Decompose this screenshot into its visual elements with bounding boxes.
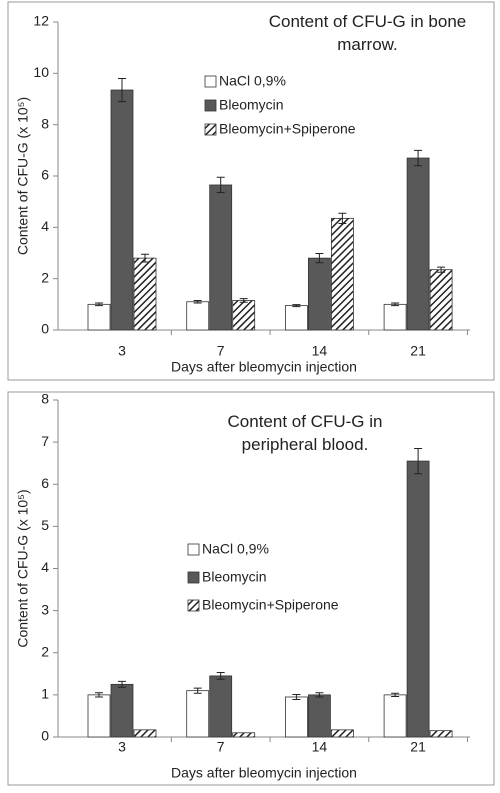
y-tick-label: 6 (41, 167, 49, 183)
bar (429, 269, 453, 331)
bar (87, 694, 111, 738)
error-bar (216, 176, 225, 194)
legend-swatch (204, 123, 217, 136)
legend-label: NaCl 0,9% (219, 73, 286, 89)
legend-label: Bleomycin+Spiperone (202, 597, 339, 613)
legend-swatch (187, 571, 200, 584)
bar (110, 683, 134, 738)
y-tick-label: 4 (41, 218, 49, 234)
bar (232, 300, 256, 331)
bar (307, 694, 331, 738)
bar (383, 303, 407, 331)
y-tick-label: 8 (41, 115, 49, 131)
error-bar (414, 149, 423, 167)
x-tick-label: 7 (217, 343, 225, 359)
legend-swatch (187, 543, 200, 556)
x-tick-label: 14 (312, 343, 328, 359)
error-bar (118, 680, 126, 688)
error-bar (118, 77, 126, 103)
y-axis-label: Content of CFU-G (x 10⁵) (15, 97, 31, 255)
bar (186, 301, 210, 331)
x-tick-label: 7 (217, 739, 225, 755)
legend-label: Bleomycin (219, 97, 284, 113)
bar (383, 694, 407, 738)
y-tick-label: 6 (41, 475, 49, 491)
bar (307, 257, 331, 331)
bar (330, 217, 354, 331)
error-bar (292, 304, 301, 308)
bar (406, 460, 430, 738)
y-tick-label: 0 (41, 321, 49, 337)
error-bar (414, 447, 423, 475)
bar (284, 305, 308, 331)
y-tick-label: 12 (33, 13, 49, 29)
y-tick-label: 7 (41, 433, 49, 449)
bar (284, 696, 308, 738)
legend-label: Bleomycin+Spiperone (219, 121, 356, 137)
error-bar (292, 693, 301, 701)
x-tick-label: 3 (118, 739, 126, 755)
error-bar (216, 672, 225, 680)
y-tick-label: 1 (41, 686, 49, 702)
error-bar (239, 298, 248, 303)
y-axis-label: Content of CFU-G (x 10⁵) (15, 489, 31, 647)
error-bar (95, 692, 103, 698)
legend-swatch (204, 75, 217, 88)
bar (186, 690, 210, 738)
bar (133, 729, 157, 738)
legend-label: NaCl 0,9% (202, 541, 269, 557)
legend-label: Bleomycin (202, 569, 267, 585)
error-bar (315, 692, 324, 698)
frame (7, 1, 495, 381)
x-tick-label: 14 (312, 739, 328, 755)
bar (209, 675, 233, 738)
error-bar (338, 212, 347, 224)
y-tick-label: 0 (41, 728, 49, 744)
error-bar (391, 302, 400, 307)
error-bar (193, 687, 202, 694)
x-tick-label: 3 (118, 343, 126, 359)
chart-title: Content of CFU-G in bone marrow. (268, 12, 467, 54)
error-bar (391, 692, 400, 698)
bar (87, 303, 111, 331)
y-tick-label: 10 (33, 64, 49, 80)
bar (133, 257, 157, 331)
y-tick-label: 3 (41, 601, 49, 617)
error-bar (141, 253, 149, 263)
bar (232, 732, 256, 738)
bar (209, 184, 233, 331)
x-tick-label: 21 (410, 739, 426, 755)
error-bar (193, 299, 202, 304)
error-bar (437, 266, 446, 273)
bar (429, 730, 453, 738)
y-tick-label: 4 (41, 559, 49, 575)
legend-swatch (204, 99, 217, 112)
x-axis-label: Days after bleomycin injection (171, 359, 357, 375)
bar (330, 729, 354, 738)
error-bar (315, 253, 324, 264)
error-bar (95, 302, 103, 307)
x-tick-label: 21 (410, 343, 426, 359)
y-tick-label: 8 (41, 391, 49, 407)
y-tick-label: 5 (41, 517, 49, 533)
y-tick-label: 2 (41, 643, 49, 659)
frame (7, 391, 495, 786)
x-axis-label: Days after bleomycin injection (171, 765, 357, 781)
bar (110, 89, 134, 331)
legend-swatch (187, 599, 200, 612)
bar (406, 157, 430, 331)
y-tick-label: 2 (41, 269, 49, 285)
chart-title: Content of CFU-G in peripheral blood. (227, 412, 383, 454)
